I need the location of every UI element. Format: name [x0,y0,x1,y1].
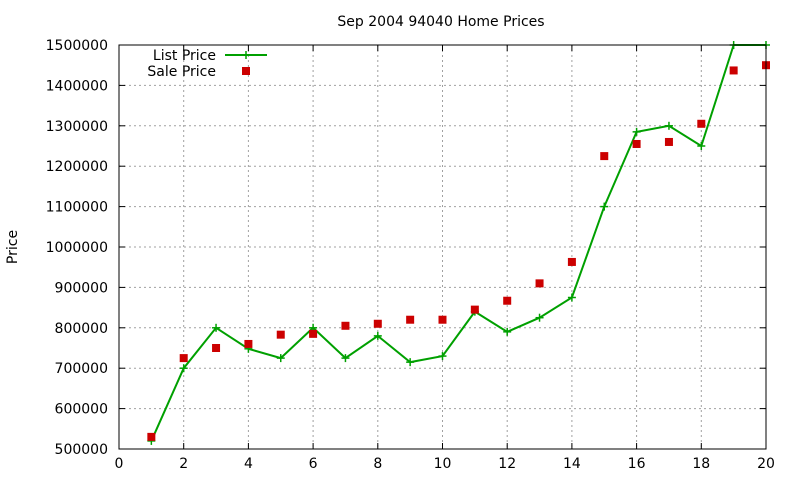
y-tick-label: 1100000 [46,200,108,216]
y-tick-label: 700000 [55,361,108,377]
x-tick-label: 0 [115,456,124,472]
sale-price-point [535,279,544,288]
sale-price-point [664,137,673,146]
sale-price-point [697,119,706,128]
sale-price-point [567,257,576,266]
list-price-point [600,202,609,211]
list-price-point [212,323,221,332]
sale-price-point [373,319,382,328]
x-tick-label: 20 [757,456,775,472]
x-tick-label: 6 [309,456,318,472]
y-tick-label: 1000000 [46,240,108,256]
legend-label: Sale Price [147,64,216,80]
axis-ticks: 0 2 4 6 8 10 12 14 16 18 20 500000 600000 700000 80000… [46,38,775,472]
sale-price-point [341,321,350,330]
x-tick-label: 14 [563,456,581,472]
list-price-line [150,44,766,442]
y-axis-label: Price [5,230,21,264]
y-tick-label: 500000 [55,442,108,458]
sale-price-point [179,354,188,363]
list-price-point [438,352,447,361]
legend-label: List Price [153,48,216,64]
sale-price-point [244,339,253,348]
y-tick-label: 1200000 [46,159,108,175]
y-tick-label: 1500000 [46,38,108,54]
list-price-point [632,127,641,136]
plot-frame [118,44,767,450]
legend-square-swatch [242,67,250,75]
x-tick-label: 16 [628,456,646,472]
sale-price-point [309,329,318,338]
sale-price-point [147,432,156,441]
list-price-point [664,121,673,130]
sale-price-point [600,152,609,161]
list-price-point [567,293,576,302]
y-tick-label: 800000 [55,321,108,337]
sale-price-point [503,296,512,305]
sale-price-point [729,66,738,75]
series-sale-price [147,61,770,441]
list-price-point [697,142,706,150]
y-tick-label: 1300000 [46,119,108,135]
sale-price-point [212,344,221,352]
list-price-point [535,313,544,322]
x-tick-label: 10 [434,456,452,472]
y-tick-label: 600000 [55,402,108,418]
list-price-point [406,358,415,367]
legend-cross-swatch [242,51,250,59]
chart-title: Sep 2004 94040 Home Prices [337,14,544,30]
list-price-point [341,354,350,363]
list-price-point [179,364,188,373]
list-price-point [276,354,285,363]
y-tick-label: 900000 [55,280,108,296]
series-list-price [147,41,770,445]
x-tick-label: 2 [179,456,188,472]
x-tick-label: 4 [244,456,253,472]
x-tick-label: 18 [692,456,710,472]
sale-price-point [470,305,479,314]
sale-price-point [406,315,415,324]
y-tick-label: 1400000 [46,78,108,94]
series-layer [147,41,770,445]
sale-price-point [276,330,285,339]
sale-price-point [632,139,641,148]
x-tick-label: 8 [373,456,382,472]
x-tick-label: 12 [498,456,516,472]
list-price-point [503,327,512,336]
sale-price-point [438,315,447,324]
list-price-point [373,331,382,340]
grid [119,45,766,449]
